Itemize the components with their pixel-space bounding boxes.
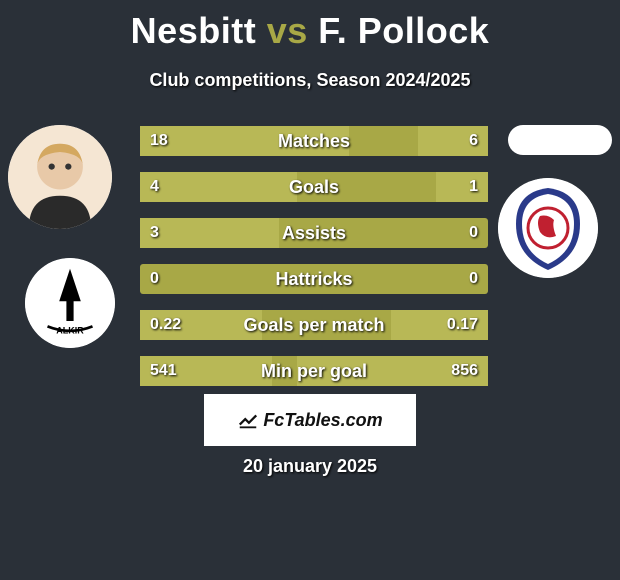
stat-row: 0 Hattricks 0: [140, 264, 488, 294]
person-silhouette-icon: [8, 125, 112, 229]
player1-avatar: [8, 125, 112, 229]
page-title: Nesbitt vs F. Pollock: [0, 0, 620, 52]
stat-right-value: 6: [469, 126, 478, 156]
stats-bars: 18 Matches 6 4 Goals 1 3 Assists 0 0 Hat…: [140, 126, 488, 402]
title-player2: F. Pollock: [318, 10, 489, 51]
stat-row: 4 Goals 1: [140, 172, 488, 202]
stat-row: 0.22 Goals per match 0.17: [140, 310, 488, 340]
footer-date: 20 january 2025: [0, 456, 620, 477]
player1-club-crest: ALKIR: [25, 258, 115, 348]
stat-row: 3 Assists 0: [140, 218, 488, 248]
comparison-card: Nesbitt vs F. Pollock Club competitions,…: [0, 0, 620, 580]
player2-club-crest: [498, 178, 598, 278]
stat-label: Matches: [140, 126, 488, 156]
subtitle: Club competitions, Season 2024/2025: [0, 70, 620, 91]
stat-label: Hattricks: [140, 264, 488, 294]
stat-label: Goals per match: [140, 310, 488, 340]
brand-text: FcTables.com: [263, 410, 382, 431]
stat-label: Goals: [140, 172, 488, 202]
stat-label: Assists: [140, 218, 488, 248]
stat-right-value: 1: [469, 172, 478, 202]
stat-right-value: 0: [469, 218, 478, 248]
stat-right-value: 0: [469, 264, 478, 294]
club-crest-icon: [498, 178, 598, 278]
title-player1: Nesbitt: [131, 10, 257, 51]
chart-icon: [237, 409, 259, 431]
player2-avatar: [508, 125, 612, 155]
title-vs: vs: [267, 10, 308, 51]
svg-text:ALKIR: ALKIR: [56, 326, 84, 336]
stat-right-value: 856: [451, 356, 478, 386]
stat-label: Min per goal: [140, 356, 488, 386]
stat-right-value: 0.17: [447, 310, 478, 340]
club-crest-icon: ALKIR: [25, 258, 115, 348]
stat-row: 541 Min per goal 856: [140, 356, 488, 386]
stat-row: 18 Matches 6: [140, 126, 488, 156]
brand-badge: FcTables.com: [204, 394, 416, 446]
